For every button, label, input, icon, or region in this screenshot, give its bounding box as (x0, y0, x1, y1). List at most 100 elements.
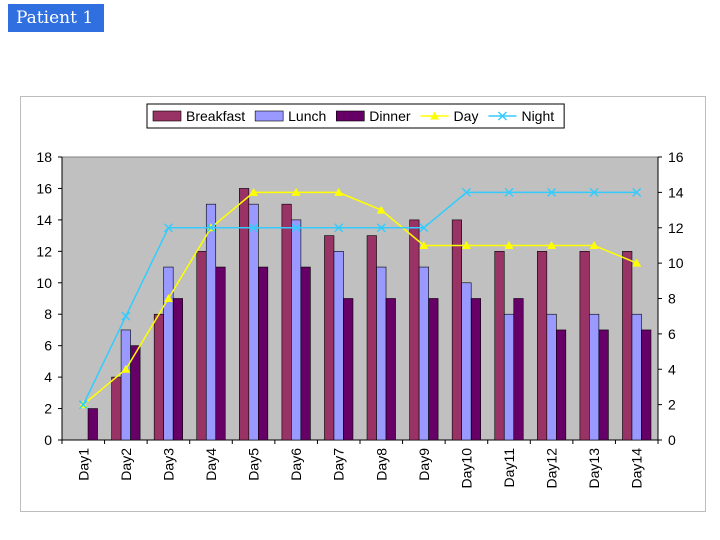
bar-breakfast-day12 (537, 251, 548, 441)
bar-breakfast-day8 (366, 235, 377, 441)
point-day-day9 (419, 240, 429, 249)
point-night-day1 (78, 400, 88, 410)
left-axis-tick-label: 4 (44, 369, 52, 385)
legend-label-dinner: Dinner (369, 108, 411, 124)
legend-swatch-breakfast (152, 110, 182, 122)
point-day-day7 (334, 187, 344, 196)
point-night-day10 (461, 187, 471, 197)
bar-lunch-day12 (546, 313, 557, 441)
point-night-day4 (206, 223, 216, 233)
bar-lunch-day11 (503, 313, 515, 441)
bar-dinner-day2 (130, 345, 141, 441)
bar-dinner-day1 (87, 408, 98, 441)
bar-dinner-day7 (343, 298, 354, 441)
right-axis-tick-label: 4 (668, 361, 676, 377)
point-night-day8 (376, 223, 386, 233)
legend-label-lunch: Lunch (288, 108, 326, 124)
point-night-day5 (249, 223, 259, 233)
point-day-day14 (632, 258, 642, 267)
right-axis-tick-label: 16 (668, 149, 684, 165)
plot-area (61, 156, 659, 441)
bar-dinner-day14 (641, 329, 652, 441)
bar-lunch-day7 (333, 251, 344, 441)
right-axis-tick-label: 12 (668, 220, 684, 236)
left-axis-tick-label: 2 (44, 401, 52, 417)
point-day-day2 (121, 364, 131, 373)
bar-breakfast-day7 (324, 235, 335, 441)
point-day-day12 (547, 240, 557, 249)
point-night-day2 (121, 311, 131, 321)
x-axis-tick-label: Day6 (288, 448, 304, 481)
bar-lunch-day9 (418, 266, 429, 441)
right-axis-tick-label: 10 (668, 255, 684, 271)
point-day-day8 (376, 205, 386, 214)
bar-dinner-day13 (598, 329, 609, 441)
bar-dinner-day10 (470, 298, 481, 441)
bar-dinner-day4 (215, 266, 226, 441)
x-axis-tick-label: Day14 (629, 448, 645, 489)
point-night-day12 (547, 187, 557, 197)
legend-marker-day (430, 111, 440, 120)
bar-lunch-day14 (631, 313, 642, 441)
point-day-day3 (163, 294, 173, 302)
bar-lunch-day4 (205, 203, 217, 441)
bar-dinner-day12 (556, 329, 567, 441)
point-night-day7 (334, 223, 344, 233)
bar-breakfast-day9 (409, 219, 420, 441)
x-axis-tick-label: Day11 (501, 448, 517, 488)
bar-dinner-day5 (258, 266, 269, 441)
point-night-day14 (632, 187, 642, 197)
bar-lunch-day10 (461, 282, 472, 441)
left-axis-tick-label: 0 (44, 432, 52, 448)
legend-label-day: Day (454, 108, 479, 124)
left-axis-tick-label: 12 (36, 243, 52, 259)
bar-breakfast-day3 (153, 313, 164, 441)
bar-lunch-day6 (291, 219, 302, 441)
left-axis-tick-label: 8 (44, 306, 52, 322)
bar-lunch-day8 (376, 266, 387, 441)
bar-breakfast-day6 (281, 203, 292, 441)
bar-breakfast-day13 (579, 251, 590, 441)
line-day (82, 191, 638, 406)
slide-title: Patient 1 (8, 4, 104, 32)
x-axis-tick-label: Day4 (203, 448, 219, 481)
point-night-day9 (419, 223, 429, 233)
point-day-day10 (461, 240, 471, 249)
bar-dinner-day11 (513, 298, 524, 441)
x-axis-tick-label: Day8 (373, 448, 389, 481)
point-day-day5 (249, 187, 259, 196)
point-night-day6 (291, 223, 301, 233)
point-day-day13 (589, 240, 599, 249)
left-axis-tick-label: 14 (36, 212, 52, 228)
point-day-day11 (504, 240, 514, 249)
x-axis-tick-label: Day7 (331, 448, 347, 481)
x-axis-tick-label: Day12 (544, 448, 560, 489)
x-axis-tick-label: Day3 (160, 448, 176, 481)
bar-lunch-day2 (120, 329, 131, 441)
right-axis-tick-label: 14 (668, 184, 684, 200)
bar-dinner-day8 (385, 298, 396, 441)
bar-breakfast-day5 (239, 188, 250, 441)
legend-swatch-lunch (254, 110, 284, 122)
x-axis-tick-label: Day1 (75, 448, 91, 481)
bar-dinner-day9 (428, 298, 439, 441)
bar-lunch-day5 (248, 203, 259, 441)
point-day-day6 (291, 187, 301, 196)
legend-marker-night (497, 111, 507, 121)
point-night-day11 (504, 187, 514, 197)
point-night-day13 (589, 187, 599, 197)
left-axis-tick-label: 10 (36, 275, 52, 291)
left-axis-tick-label: 6 (44, 338, 52, 354)
bar-lunch-day13 (589, 313, 600, 441)
bar-breakfast-day2 (111, 376, 122, 441)
right-axis-tick-label: 6 (668, 326, 676, 342)
right-axis-tick-label: 8 (668, 291, 676, 307)
point-night-day3 (163, 223, 173, 233)
legend-label-breakfast: Breakfast (186, 108, 245, 124)
line-night (82, 191, 637, 405)
legend-label-night: Night (521, 108, 554, 124)
right-axis-tick-label: 0 (668, 432, 676, 448)
left-axis-tick-label: 16 (36, 180, 52, 196)
x-axis-tick-label: Day2 (118, 448, 134, 481)
